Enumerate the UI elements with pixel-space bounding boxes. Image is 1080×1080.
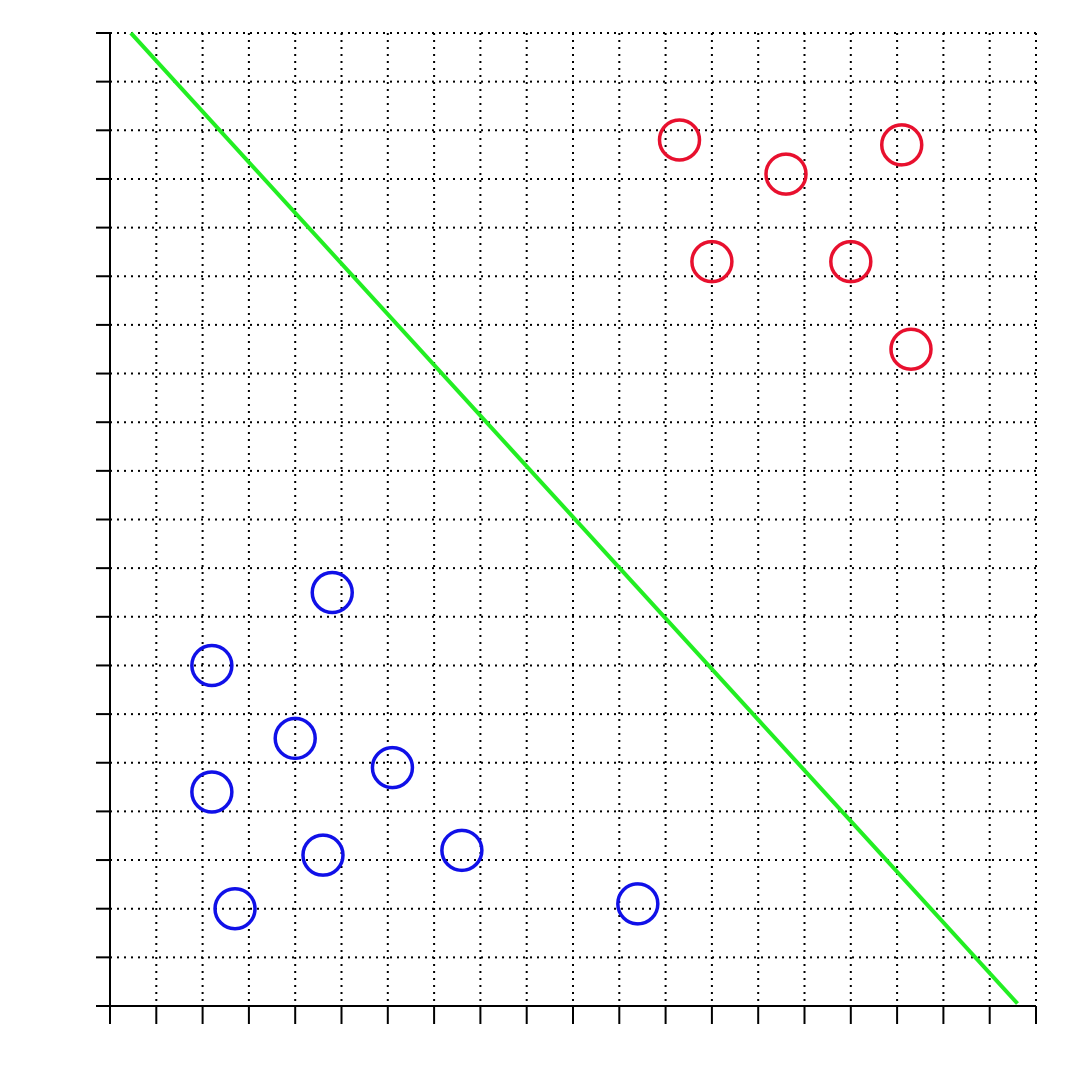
data-point [764,152,808,196]
data-point [879,123,924,167]
data-point [440,828,484,873]
data-point [213,886,257,931]
data-point [616,882,660,926]
data-points [190,118,933,931]
decision-boundary [129,31,1019,1005]
data-point [301,833,345,877]
boundary-line [129,31,1019,1005]
data-point [273,716,317,761]
data-point [190,643,234,688]
data-point [690,239,734,284]
data-point [829,239,873,284]
axes [96,32,1037,1024]
data-point [889,327,933,371]
data-point [657,118,702,162]
data-point [310,570,354,615]
series-1 [190,570,660,931]
series-0 [657,118,933,371]
data-point [370,745,415,790]
data-point [190,770,234,814]
